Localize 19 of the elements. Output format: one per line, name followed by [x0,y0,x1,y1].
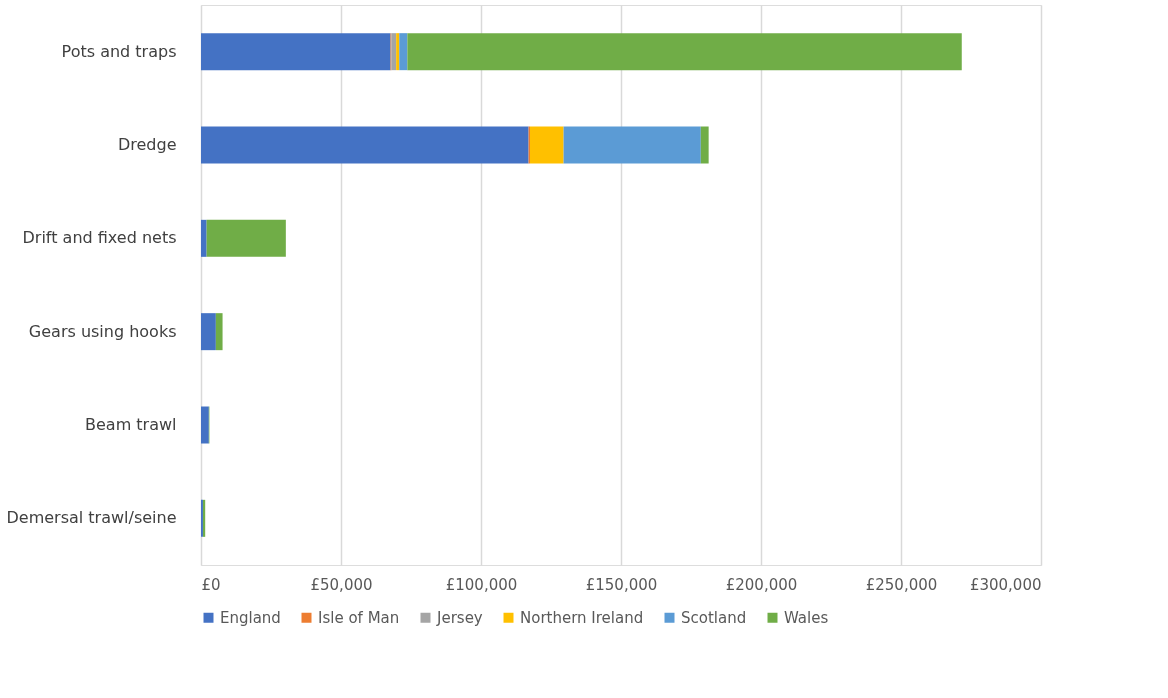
legend-label: England [220,608,281,627]
x-tick-label: £250,000 [865,575,938,594]
legend-label: Isle of Man [318,608,400,627]
y-tick-label: Dredge [117,135,177,154]
y-tick-label: Demersal trawl/seine [6,508,177,528]
x-tick-label: £100,000 [445,575,518,594]
legend-label: Scotland [681,608,747,627]
legend-label: Northern Ireland [520,608,644,627]
x-tick-label: £50,000 [310,575,373,594]
y-tick-label: Drift and fixed nets [22,228,177,248]
x-tick-label: £150,000 [585,575,658,594]
y-tick-label: Beam trawl [85,415,177,434]
x-tick-label: £0 [201,575,221,594]
x-tick-label: £200,000 [725,575,798,594]
y-tick-label: Gears using hooks [28,321,177,341]
y-tick-label: Pots and traps [61,41,177,61]
x-tick-label: £300,000 [969,575,1042,594]
legend-label: Jersey [436,608,483,627]
legend-label: Wales [784,608,829,627]
